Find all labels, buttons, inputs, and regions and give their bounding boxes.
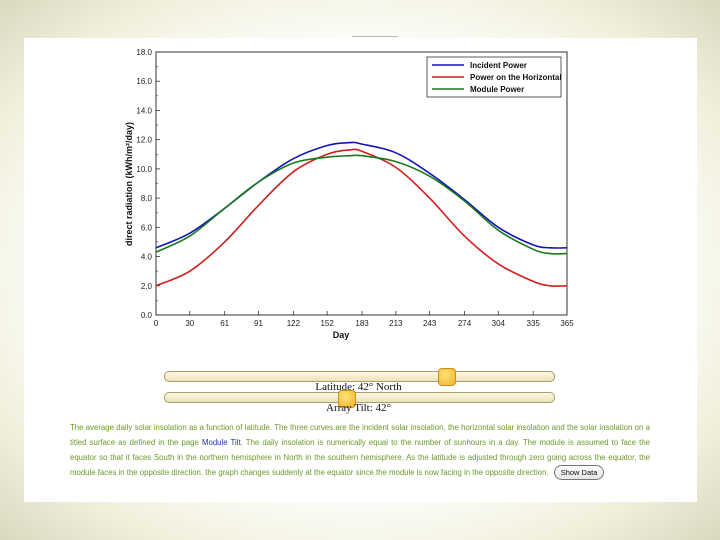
y-tick-label: 16.0	[136, 77, 152, 86]
series-line-module-power	[155, 154, 568, 255]
show-data-button[interactable]: Show Data	[553, 465, 605, 481]
legend-entry: Module Power	[470, 85, 524, 94]
y-tick-label: 2.0	[141, 282, 153, 291]
content-panel: 0.0 2.0 4.0 6.0 8.0 10.0 12.0 14.0 16.0 18.0 0 30 6…	[24, 38, 697, 502]
x-tick-label: 213	[389, 319, 403, 328]
x-tick-label: 91	[254, 319, 263, 328]
y-tick-label: 12.0	[136, 136, 152, 145]
x-tick-label: 243	[423, 319, 437, 328]
y-axis-title: direct radiation (kWh/m²/day)	[124, 122, 134, 246]
legend-entry: Incident Power	[470, 61, 527, 70]
description-part-1: The average daily solar insolation as a …	[70, 423, 650, 447]
latitude-slider[interactable]	[164, 371, 555, 382]
chart-legend: Incident Power Power on the Horizontal Mod…	[426, 56, 562, 98]
x-tick-label: 304	[492, 319, 506, 328]
y-tick-label: 0.0	[141, 311, 153, 320]
y-tick-label: 4.0	[141, 253, 153, 262]
latitude-slider-handle[interactable]	[437, 368, 456, 386]
x-tick-label: 61	[220, 319, 229, 328]
x-tick-label: 335	[527, 319, 541, 328]
module-tilt-link[interactable]: Module Tilt	[201, 438, 241, 447]
y-tick-label: 14.0	[136, 106, 152, 115]
x-tick-label: 365	[560, 319, 574, 328]
x-axis-title: Day	[333, 330, 350, 340]
x-tick-label: 183	[355, 319, 369, 328]
x-tick-label: 30	[185, 319, 194, 328]
insolation-chart: 0.0 2.0 4.0 6.0 8.0 10.0 12.0 14.0 16.0 18.0 0 30 6…	[124, 48, 574, 340]
y-tick-label: 10.0	[136, 165, 152, 174]
x-tick-label: 152	[320, 319, 334, 328]
description-text: The average daily solar insolation as a …	[70, 420, 650, 481]
x-tick-label: 274	[458, 319, 472, 328]
y-tick-label: 6.0	[141, 223, 153, 232]
array-tilt-slider-handle[interactable]	[338, 390, 357, 408]
y-tick-label: 8.0	[141, 194, 153, 203]
series-line-power-on-the-horizontal	[155, 148, 568, 287]
x-tick-label: 122	[287, 319, 301, 328]
array-tilt-label: Array Tilt: 42°	[326, 402, 391, 414]
description-part-2: . The daily insolation is numerically eq…	[70, 438, 650, 477]
legend-entry: Power on the Horizontal	[470, 73, 562, 82]
array-tilt-slider[interactable]	[164, 392, 555, 403]
top-divider	[352, 36, 398, 37]
y-tick-label: 18.0	[136, 48, 152, 57]
x-tick-label: 0	[154, 319, 159, 328]
latitude-label: Latitude: 42° North	[315, 381, 402, 393]
